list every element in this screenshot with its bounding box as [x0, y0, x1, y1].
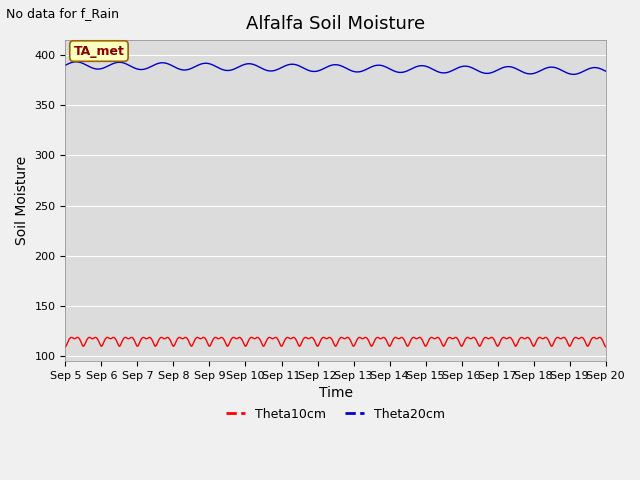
Text: TA_met: TA_met: [74, 45, 124, 58]
X-axis label: Time: Time: [319, 386, 353, 400]
Legend: Theta10cm, Theta20cm: Theta10cm, Theta20cm: [221, 403, 450, 425]
Title: Alfalfa Soil Moisture: Alfalfa Soil Moisture: [246, 15, 425, 33]
Text: No data for f_Rain: No data for f_Rain: [6, 7, 120, 20]
Y-axis label: Soil Moisture: Soil Moisture: [15, 156, 29, 245]
